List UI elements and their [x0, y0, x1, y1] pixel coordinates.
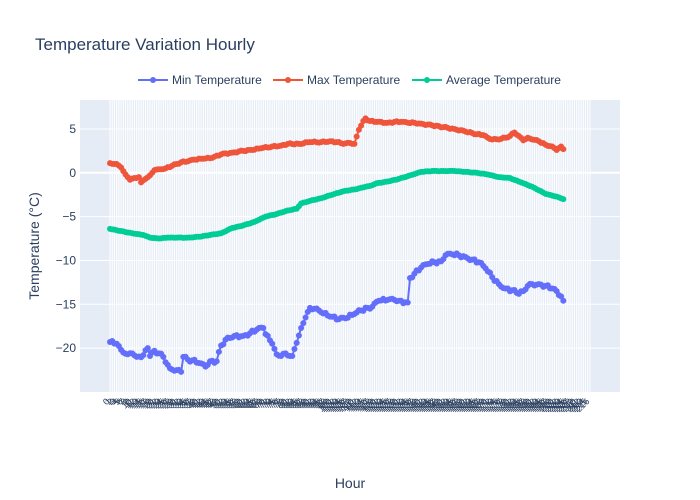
- x-axis-title: Hour: [335, 475, 366, 491]
- data-point[interactable]: [260, 324, 267, 331]
- x-tick-label: 1: [103, 396, 114, 407]
- series-max-temperature: [107, 115, 567, 186]
- series-min-temperature: [107, 250, 567, 375]
- data-point[interactable]: [560, 196, 567, 203]
- data-point[interactable]: [300, 320, 307, 327]
- y-tick-label: 5: [69, 122, 76, 136]
- data-point[interactable]: [135, 174, 142, 181]
- data-point[interactable]: [269, 340, 276, 347]
- y-tick-label: 0: [69, 166, 76, 180]
- y-axis-title: Temperature (°C): [26, 192, 42, 300]
- data-point[interactable]: [353, 133, 360, 140]
- series-average-temperature: [107, 167, 567, 242]
- data-point[interactable]: [351, 140, 358, 147]
- y-tick-label: −15: [56, 297, 77, 311]
- x-tick-label: 5: [112, 396, 123, 407]
- legend[interactable]: Min Temperature Max Temperature Average …: [138, 73, 561, 87]
- legend-item-average-temperature[interactable]: Average Temperature: [412, 73, 561, 87]
- data-point[interactable]: [560, 146, 567, 153]
- data-point[interactable]: [264, 332, 271, 339]
- data-point[interactable]: [271, 345, 278, 352]
- x-axis-ticks: 0123456789101112131415161718192021222324…: [101, 396, 592, 414]
- legend-label-min-temperature: Min Temperature: [172, 73, 262, 87]
- data-point[interactable]: [291, 346, 298, 353]
- legend-swatch-dot-max: [285, 77, 291, 83]
- legend-item-max-temperature[interactable]: Max Temperature: [273, 73, 400, 87]
- data-point[interactable]: [404, 299, 411, 306]
- data-point[interactable]: [289, 353, 296, 360]
- data-point[interactable]: [358, 122, 365, 129]
- chart-title: Temperature Variation Hourly: [35, 35, 255, 54]
- data-point[interactable]: [298, 324, 305, 331]
- data-point[interactable]: [220, 341, 227, 348]
- data-point[interactable]: [140, 352, 147, 359]
- data-point[interactable]: [295, 332, 302, 339]
- data-point[interactable]: [560, 297, 567, 304]
- data-point[interactable]: [213, 358, 220, 365]
- grid-layer: [80, 100, 620, 392]
- x-tick-label: 6: [114, 396, 125, 407]
- legend-label-max-temperature: Max Temperature: [307, 73, 400, 87]
- x-tick-label: 3: [107, 396, 118, 407]
- data-point[interactable]: [293, 339, 300, 346]
- legend-item-min-temperature[interactable]: Min Temperature: [138, 73, 262, 87]
- x-tick-label: 7: [116, 396, 127, 407]
- legend-swatch-dot-min: [150, 77, 156, 83]
- data-point[interactable]: [160, 353, 167, 360]
- x-tick-label: 2: [105, 396, 116, 407]
- data-point[interactable]: [215, 348, 222, 355]
- y-tick-label: −20: [56, 341, 77, 355]
- data-point[interactable]: [302, 314, 309, 321]
- data-point[interactable]: [144, 345, 151, 352]
- y-axis-ticks: 5 0 −5 −10 −15 −20: [56, 122, 77, 355]
- x-tick-label: 9: [121, 396, 132, 407]
- series-layer: [107, 115, 567, 375]
- x-tick-label: 4: [110, 396, 121, 407]
- x-tick-label: 0: [101, 396, 112, 407]
- legend-swatch-dot-avg: [424, 77, 430, 83]
- data-point[interactable]: [487, 269, 493, 276]
- x-tick-label: 8: [119, 396, 130, 407]
- data-point[interactable]: [178, 368, 185, 375]
- y-tick-label: −10: [56, 253, 77, 267]
- y-tick-label: −5: [62, 210, 76, 224]
- legend-label-average-temperature: Average Temperature: [446, 73, 561, 87]
